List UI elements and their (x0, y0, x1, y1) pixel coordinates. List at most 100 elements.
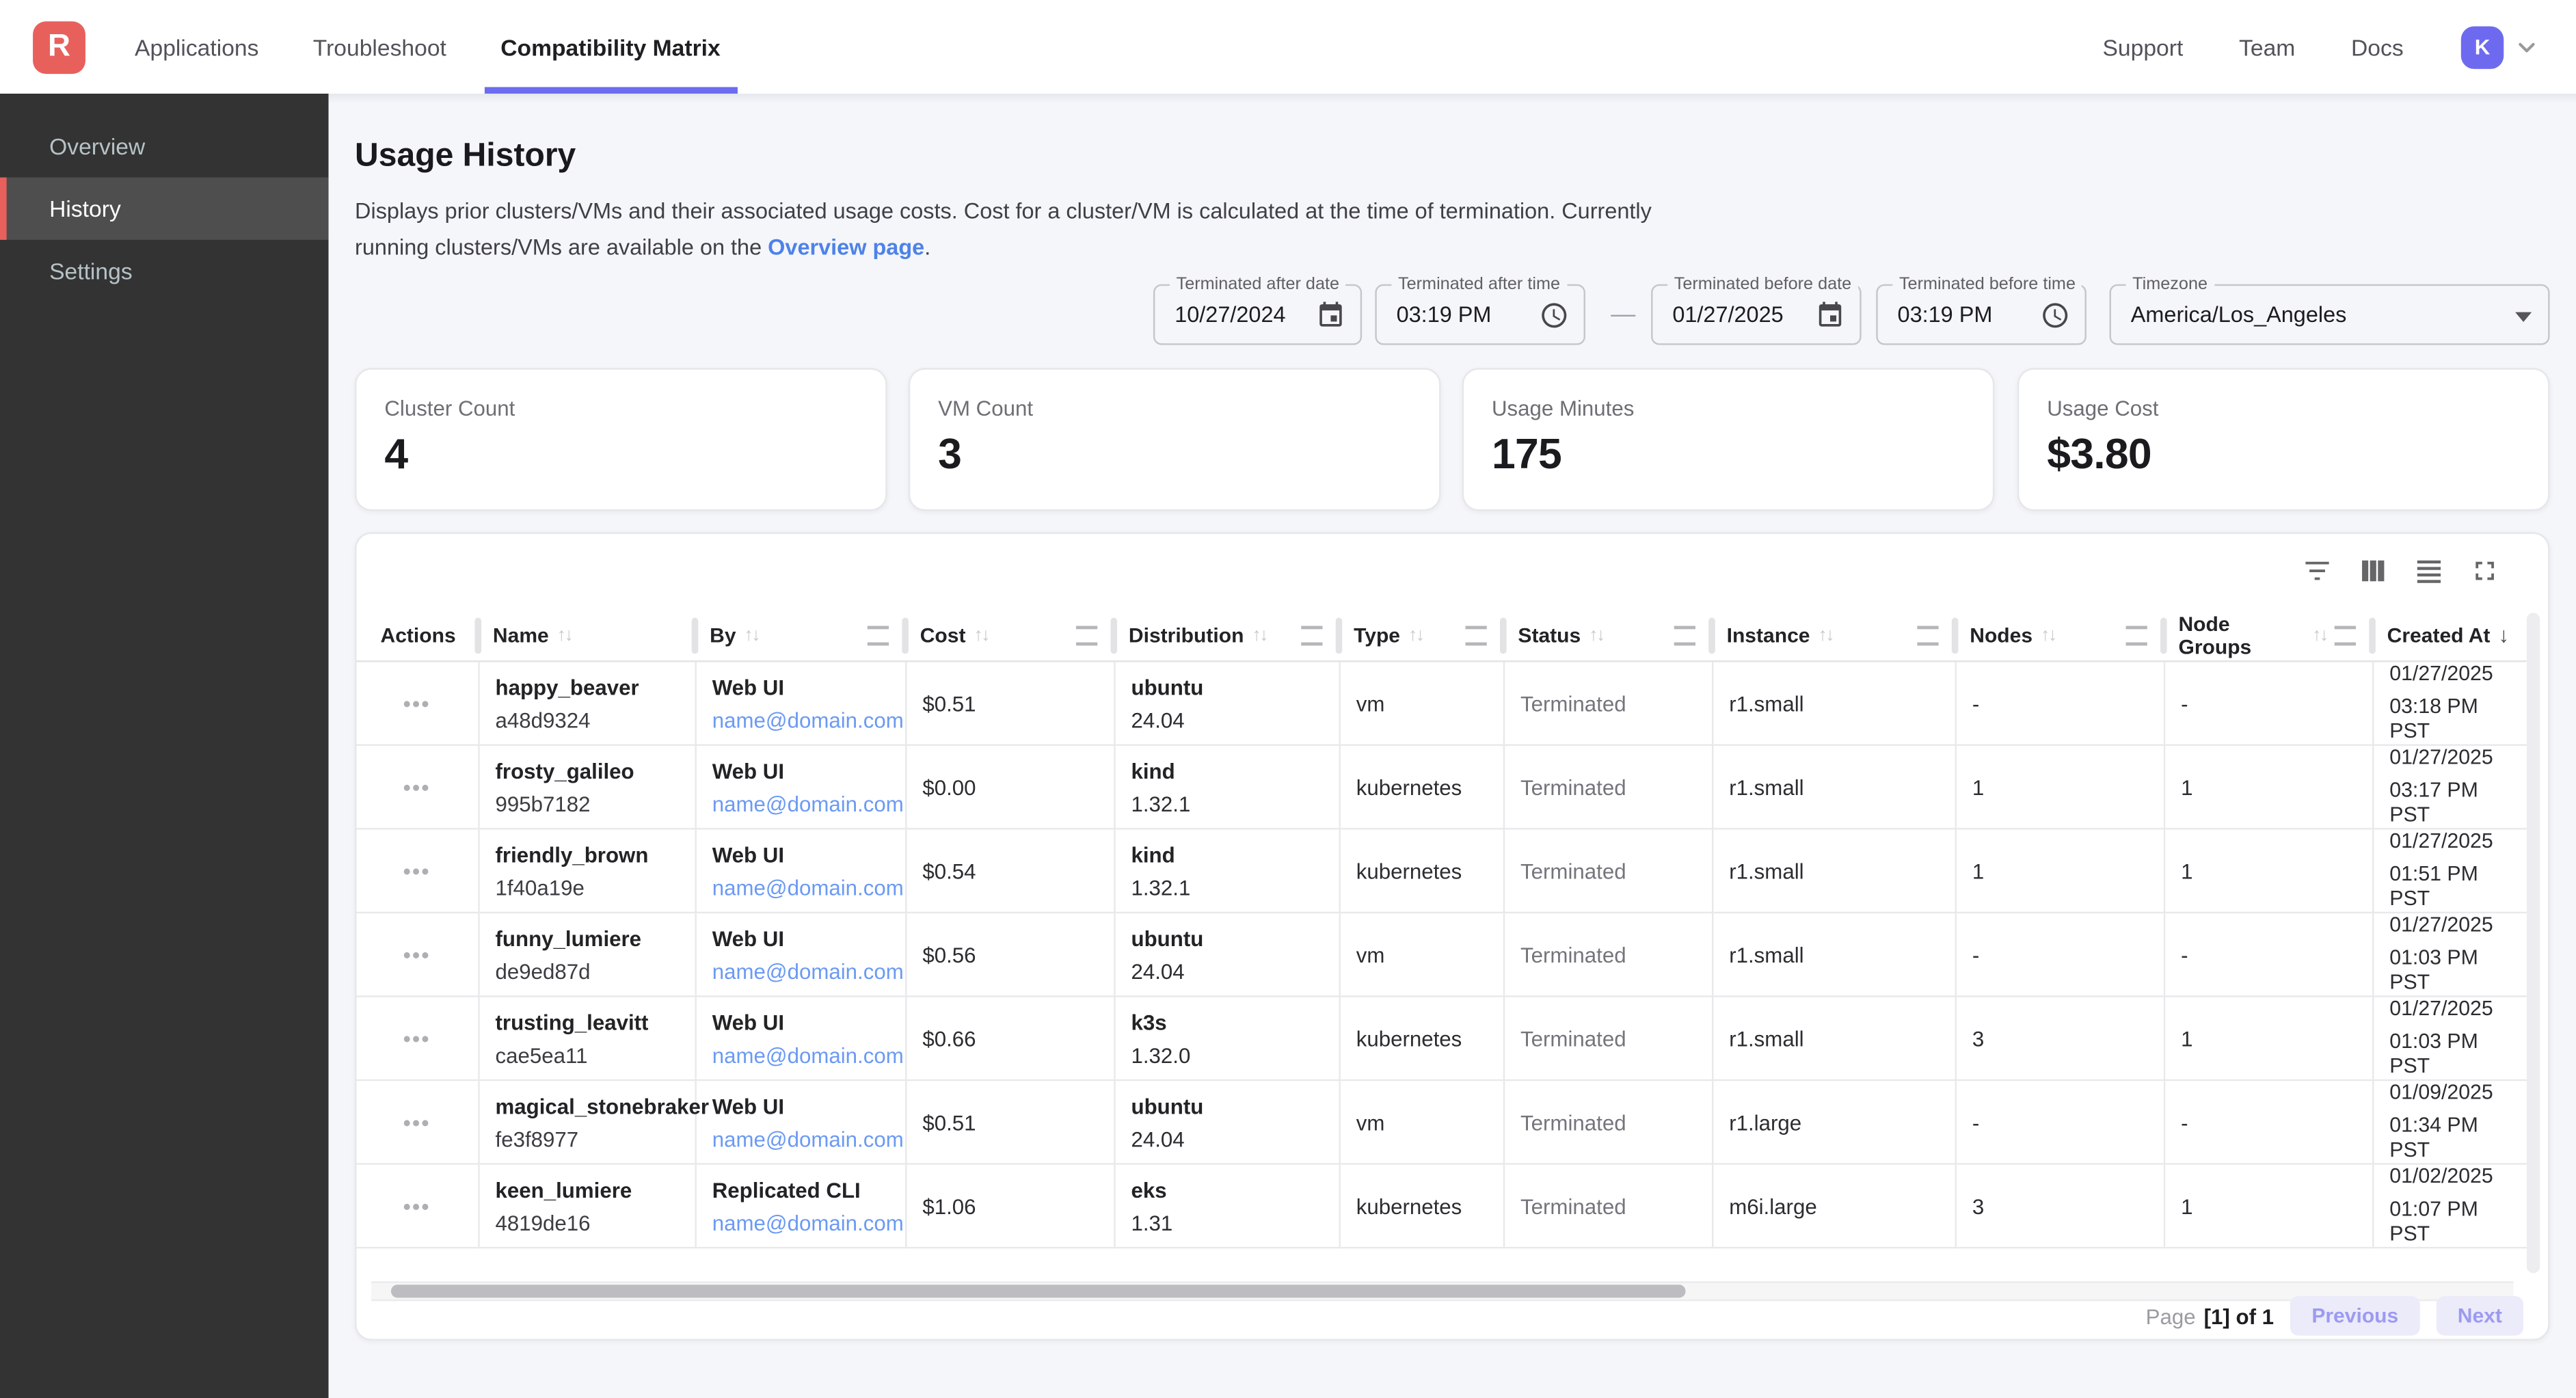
tab-troubleshoot[interactable]: Troubleshoot (313, 0, 446, 94)
column-menu-icon[interactable] (1917, 625, 1939, 645)
field-value: 03:19 PM (1396, 302, 1492, 327)
distribution-version: 1.32.1 (1131, 791, 1191, 816)
cluster-name: friendly_brown (495, 842, 649, 867)
column-menu-icon[interactable] (1674, 625, 1695, 645)
column-menu-icon[interactable] (1076, 625, 1098, 645)
overview-page-link[interactable]: Overview page (768, 234, 925, 259)
tab-label: Applications (135, 33, 259, 60)
sort-icon[interactable]: ↑↓ (744, 625, 761, 645)
columns-icon[interactable] (2357, 555, 2389, 587)
sort-icon[interactable]: ↑↓ (2041, 625, 2057, 645)
data-grid: Actions Name ↑↓ By ↑↓ Cost ↑↓ Distribution ↑… (356, 609, 2527, 1249)
nodes-cell: - (1972, 690, 1980, 716)
sort-icon[interactable]: ↑↓ (1408, 625, 1425, 645)
column-menu-icon[interactable] (867, 625, 889, 645)
previous-page-button[interactable]: Previous (2290, 1296, 2420, 1336)
sort-icon[interactable]: ↑↓ (1252, 625, 1268, 645)
creator-email-link[interactable]: name@domain.com (712, 707, 904, 732)
stat-card-usage-minutes: Usage Minutes 175 (1462, 368, 1995, 511)
filter-icon[interactable] (2302, 555, 2333, 587)
creator-email-link[interactable]: name@domain.com (712, 1126, 904, 1151)
column-header-by[interactable]: By ↑↓ (695, 609, 909, 662)
creator-email-link[interactable]: name@domain.com (712, 1209, 904, 1235)
column-header-node-groups[interactable]: Node Groups ↑↓ (2163, 609, 2376, 662)
column-header-nodes[interactable]: Nodes ↑↓ (1955, 609, 2167, 662)
top-tabs: Applications Troubleshoot Compatibility … (135, 0, 737, 94)
row-actions-button[interactable]: ••• (403, 1110, 431, 1135)
column-menu-icon[interactable] (1301, 625, 1323, 645)
row-actions-button[interactable]: ••• (403, 1025, 431, 1051)
sort-desc-icon[interactable]: ↓ (2498, 622, 2510, 647)
clock-icon[interactable] (1540, 301, 1569, 330)
sidebar-item-overview[interactable]: Overview (0, 115, 329, 177)
column-menu-icon[interactable] (2335, 625, 2356, 645)
column-header-distribution[interactable]: Distribution ↑↓ (1114, 609, 1343, 662)
column-header-status[interactable]: Status ↑↓ (1503, 609, 1715, 662)
creator-email-link[interactable]: name@domain.com (712, 874, 904, 900)
row-actions-button[interactable]: ••• (403, 690, 431, 716)
column-header-created-at[interactable]: Created At ↓ (2372, 609, 2527, 662)
link-team[interactable]: Team (2239, 33, 2296, 60)
column-header-type[interactable]: Type ↑↓ (1339, 609, 1507, 662)
sort-icon[interactable]: ↑↓ (1589, 625, 1605, 645)
sort-icon[interactable]: ↑↓ (974, 625, 990, 645)
usage-history-table-card: Actions Name ↑↓ By ↑↓ Cost ↑↓ Distribution ↑… (355, 532, 2550, 1341)
clock-icon[interactable] (2041, 301, 2070, 330)
created-date: 01/27/2025 (2389, 829, 2493, 853)
horizontal-scrollbar-thumb[interactable] (390, 1285, 1686, 1298)
distribution-name: ubuntu (1131, 1093, 1204, 1118)
tab-compatibility-matrix[interactable]: Compatibility Matrix (484, 0, 737, 94)
dropdown-arrow-icon[interactable] (2515, 312, 2532, 322)
terminated-before-time-field[interactable]: Terminated before time 03:19 PM (1876, 274, 2087, 345)
calendar-icon[interactable] (1815, 301, 1844, 330)
calendar-icon[interactable] (1316, 301, 1345, 330)
tab-applications[interactable]: Applications (135, 0, 258, 94)
row-actions-button[interactable]: ••• (403, 1193, 431, 1218)
link-docs[interactable]: Docs (2351, 33, 2404, 60)
column-header-instance[interactable]: Instance ↑↓ (1711, 609, 1959, 662)
instance-cell: m6i.large (1729, 1193, 1817, 1218)
sort-icon[interactable]: ↑↓ (2312, 625, 2329, 645)
vertical-scrollbar-thumb[interactable] (2526, 613, 2540, 1274)
link-support[interactable]: Support (2102, 33, 2184, 60)
column-label: Nodes (1970, 623, 2033, 647)
sort-icon[interactable]: ↑↓ (1818, 625, 1835, 645)
replicated-logo[interactable]: R (33, 21, 85, 73)
chevron-down-icon[interactable] (2514, 33, 2540, 59)
node-groups-cell: 1 (2181, 775, 2193, 800)
column-menu-icon[interactable] (2125, 625, 2147, 645)
avatar[interactable]: K (2460, 25, 2504, 68)
row-actions-button[interactable]: ••• (403, 942, 431, 967)
terminated-before-date-field[interactable]: Terminated before date 01/27/2025 (1651, 274, 1862, 345)
column-header-name[interactable]: Name ↑↓ (478, 609, 699, 662)
row-actions-button[interactable]: ••• (403, 858, 431, 883)
next-page-button[interactable]: Next (2436, 1296, 2524, 1336)
cost-cell: $0.51 (922, 690, 976, 716)
creator-email-link[interactable]: name@domain.com (712, 958, 904, 984)
sort-icon[interactable]: ↑↓ (556, 625, 574, 645)
sidebar-item-label: Overview (49, 133, 146, 160)
status-cell: Terminated (1520, 1193, 1626, 1218)
table-row: ••• funny_lumiere de9ed87d Web UI name@dom… (356, 912, 2527, 997)
column-menu-icon[interactable] (1465, 625, 1487, 645)
terminated-after-date-field[interactable]: Terminated after date 10/27/2024 (1153, 274, 1363, 345)
nodes-cell: 1 (1972, 858, 1985, 883)
sidebar-item-history[interactable]: History (0, 177, 329, 240)
cost-cell: $0.66 (922, 1025, 976, 1051)
table-row: ••• frosty_galileo 995b7182 Web UI name@do… (356, 744, 2527, 830)
column-header-cost[interactable]: Cost ↑↓ (905, 609, 1118, 662)
column-label: By (710, 623, 736, 647)
terminated-after-time-field[interactable]: Terminated after time 03:19 PM (1375, 274, 1585, 345)
cluster-id: 4819de16 (495, 1209, 591, 1235)
density-icon[interactable] (2413, 555, 2445, 587)
creator-email-link[interactable]: name@domain.com (712, 791, 904, 816)
fullscreen-icon[interactable] (2469, 555, 2501, 587)
account-menu[interactable]: K (2460, 25, 2540, 68)
creator-email-link[interactable]: name@domain.com (712, 1042, 904, 1067)
horizontal-scrollbar-track[interactable] (371, 1281, 2514, 1302)
row-actions-button[interactable]: ••• (403, 775, 431, 800)
logo-letter: R (47, 29, 70, 64)
table-row: ••• happy_beaver a48d9324 Web UI name@doma… (356, 661, 2527, 746)
timezone-select[interactable]: Timezone America/Los_Angeles (2109, 274, 2550, 345)
sidebar-item-settings[interactable]: Settings (0, 240, 329, 302)
